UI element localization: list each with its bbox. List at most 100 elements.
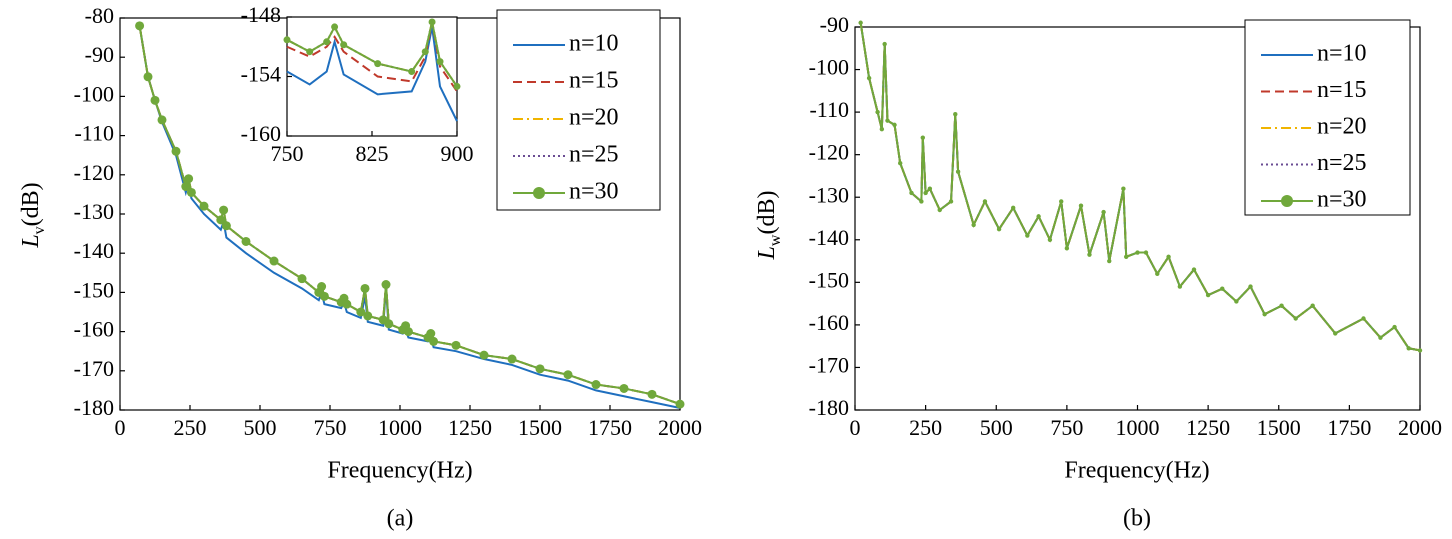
point <box>675 399 685 409</box>
x-tick-label: 825 <box>356 141 389 166</box>
point <box>535 364 545 374</box>
point <box>1191 267 1197 272</box>
point <box>269 256 279 266</box>
point <box>1417 348 1423 353</box>
x-tick-label: 0 <box>115 415 126 440</box>
point <box>920 135 925 140</box>
point <box>426 329 436 339</box>
point <box>1293 316 1298 321</box>
y-tick-label: -130 <box>809 182 849 207</box>
point <box>507 354 517 364</box>
y-tick-label: -90 <box>85 42 114 67</box>
point <box>1036 214 1041 219</box>
point <box>866 75 872 81</box>
point <box>331 23 339 31</box>
point <box>591 380 601 390</box>
point <box>927 186 933 191</box>
point <box>1262 312 1267 317</box>
point <box>297 274 307 284</box>
point <box>1011 205 1016 211</box>
point <box>1155 271 1160 277</box>
legend-box <box>1244 19 1411 216</box>
point <box>342 299 352 309</box>
point <box>647 389 657 399</box>
y-axis-label: Lw(dB) <box>754 191 785 261</box>
point <box>885 118 890 123</box>
x-tick-label: 750 <box>1050 415 1083 440</box>
point <box>356 307 366 317</box>
y-tick-label: -160 <box>809 310 849 335</box>
y-tick-label: -90 <box>820 12 849 37</box>
point <box>408 68 416 76</box>
legend-box <box>496 9 661 211</box>
y-tick-label: -80 <box>85 3 114 28</box>
x-tick-label: 250 <box>909 415 942 440</box>
legend-marker <box>533 187 545 199</box>
point <box>882 41 887 47</box>
point <box>898 160 903 166</box>
point <box>384 319 394 329</box>
point <box>363 311 373 321</box>
point <box>948 199 954 204</box>
x-tick-label: 500 <box>980 415 1013 440</box>
y-tick-label: -160 <box>74 317 114 342</box>
point <box>184 174 194 184</box>
point <box>453 82 461 90</box>
y-tick-label: -140 <box>74 238 114 263</box>
point <box>892 122 897 128</box>
point <box>1220 286 1225 291</box>
point <box>1333 331 1338 336</box>
point <box>1248 284 1253 289</box>
y-tick-label: -150 <box>74 277 114 302</box>
y-tick-label: -110 <box>809 97 849 122</box>
legend-label: n=10 <box>1317 41 1367 67</box>
point <box>1078 203 1084 208</box>
point <box>1143 250 1149 255</box>
point <box>919 199 924 204</box>
point <box>323 38 331 46</box>
y-tick-label: -160 <box>241 121 281 146</box>
point <box>360 283 370 293</box>
point <box>1234 299 1239 304</box>
point <box>283 36 291 44</box>
point <box>923 190 928 196</box>
point <box>216 215 226 225</box>
y-tick-label: -100 <box>74 81 114 106</box>
point <box>221 221 231 231</box>
x-tick-label: 750 <box>314 415 347 440</box>
point <box>1059 199 1064 204</box>
point <box>241 236 251 246</box>
point <box>953 112 958 117</box>
x-tick-label: 1000 <box>1116 415 1160 440</box>
legend-label: n=25 <box>569 142 619 168</box>
series-line <box>859 22 1421 352</box>
y-tick-label: -120 <box>809 140 849 165</box>
y-label-unit: (dB) <box>18 182 44 226</box>
point <box>1310 303 1315 308</box>
legend-label: n=30 <box>569 179 619 205</box>
y-tick-label: -148 <box>241 2 281 27</box>
point <box>428 18 436 26</box>
point <box>619 383 629 393</box>
point <box>186 187 196 197</box>
point <box>858 20 863 25</box>
y-tick-label: -180 <box>809 395 849 420</box>
x-tick-label: 1250 <box>448 415 492 440</box>
x-tick-label: 750 <box>271 141 304 166</box>
point <box>317 282 327 292</box>
y-tick-label: -150 <box>809 267 849 292</box>
x-tick-label: 1750 <box>588 415 632 440</box>
point <box>1361 316 1366 321</box>
point <box>955 169 961 174</box>
point <box>436 58 444 66</box>
y-label-subscript: v <box>31 226 48 234</box>
x-tick-label: 900 <box>441 141 474 166</box>
point <box>875 109 880 115</box>
x-axis-label: Frequency(Hz) <box>327 458 472 484</box>
point <box>219 205 229 215</box>
point <box>971 222 976 228</box>
y-tick-label: -180 <box>74 395 114 420</box>
point <box>306 48 314 56</box>
y-tick-label: -120 <box>74 160 114 185</box>
point <box>143 72 153 82</box>
